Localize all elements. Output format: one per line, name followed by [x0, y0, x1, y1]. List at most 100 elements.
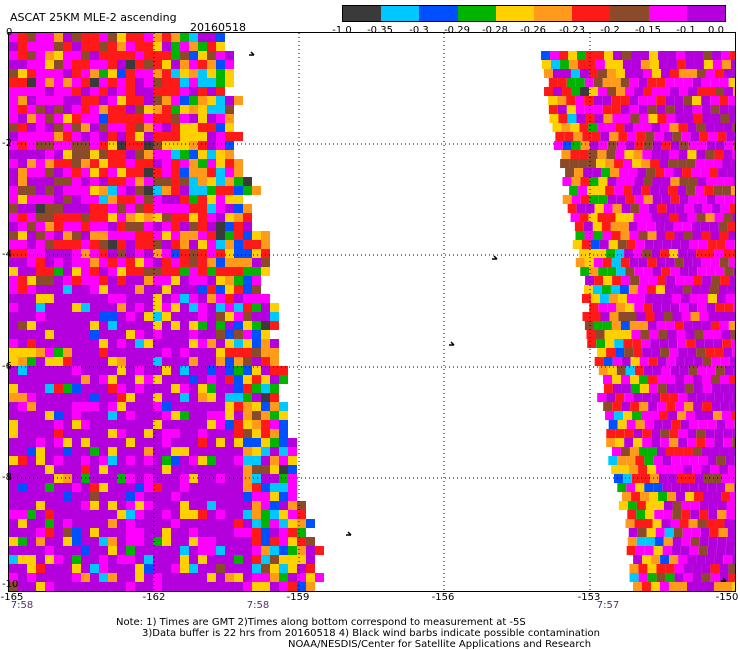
swath-cell [162, 582, 171, 591]
swath-cell [683, 465, 693, 474]
swath-cell [675, 402, 685, 411]
swath-cell [162, 204, 171, 213]
swath-cell [605, 339, 615, 348]
swath-cell [36, 564, 45, 573]
swath-cell [567, 204, 577, 213]
swath-cell [189, 384, 198, 393]
swath-cell [207, 123, 216, 132]
swath-cell [252, 276, 261, 285]
swath-cell [690, 510, 700, 519]
swath-cell [27, 87, 36, 96]
swath-cell [708, 132, 718, 141]
swath-cell [234, 96, 243, 105]
swath-cell [90, 357, 99, 366]
swath-cell [207, 231, 216, 240]
swath-cell [730, 51, 735, 60]
swath-cell [652, 267, 662, 276]
swath-cell [90, 312, 99, 321]
swath-cell [624, 69, 634, 78]
swath-cell [661, 177, 671, 186]
note-line-2: 3)Data buffer is 22 hrs from 20160518 4)… [142, 628, 600, 639]
swath-cell [99, 123, 108, 132]
swath-cell [99, 276, 108, 285]
swath-cell [180, 267, 189, 276]
swath-cell [162, 222, 171, 231]
swath-cell [162, 384, 171, 393]
swath-cell [674, 258, 684, 267]
swath-cell [144, 141, 153, 150]
swath-cell [225, 96, 234, 105]
swath-cell [270, 519, 279, 528]
swath-cell [548, 105, 558, 114]
swath-cell [189, 483, 198, 492]
swath-cell [606, 123, 616, 132]
note-line-1: Note: 1) Times are GMT 2)Times along bot… [116, 617, 526, 628]
swath-cell [99, 33, 108, 42]
swath-cell [580, 87, 590, 96]
swath-cell [252, 420, 261, 429]
swath-cell [705, 249, 715, 258]
swath-cell [153, 483, 162, 492]
swath-cell [162, 159, 171, 168]
swath-cell [690, 312, 700, 321]
swath-cell [699, 537, 709, 546]
swath-cell [710, 573, 720, 582]
swath-cell [683, 258, 693, 267]
swath-cell [126, 258, 135, 267]
swath-cell [36, 555, 45, 564]
swath-cell [707, 456, 717, 465]
swath-cell [634, 177, 644, 186]
swath-cell [153, 528, 162, 537]
swath-cell [707, 240, 717, 249]
swath-cell [723, 438, 733, 447]
swath-cell [724, 177, 734, 186]
swath-cell [666, 384, 676, 393]
swath-cell [162, 393, 171, 402]
swath-cell [279, 564, 288, 573]
swath-cell [171, 411, 180, 420]
swath-cell [207, 366, 216, 375]
swath-cell [117, 321, 126, 330]
swath-cell [614, 339, 624, 348]
swath-cell [660, 213, 670, 222]
swath-cell [620, 105, 630, 114]
swath-cell [614, 159, 624, 168]
swath-cell [126, 240, 135, 249]
swath-cell [18, 78, 27, 87]
swath-cell [660, 348, 670, 357]
swath-cell [171, 168, 180, 177]
swath-cell [261, 393, 270, 402]
swath-cell [683, 447, 693, 456]
swath-cell [689, 420, 699, 429]
swath-cell [45, 132, 54, 141]
swath-cell [45, 96, 54, 105]
swath-cell [589, 195, 599, 204]
swath-cell [585, 204, 595, 213]
swath-cell [261, 294, 270, 303]
swath-cell [653, 546, 663, 555]
swath-cell [297, 519, 306, 528]
swath-cell [171, 393, 180, 402]
swath-cell [207, 528, 216, 537]
swath-cell [54, 60, 63, 69]
swath-cell [144, 555, 153, 564]
swath-cell [180, 528, 189, 537]
swath-cell [711, 357, 721, 366]
swath-cell [126, 348, 135, 357]
swath-cell [552, 123, 562, 132]
swath-cell [225, 186, 234, 195]
swath-cell [583, 285, 593, 294]
swath-cell [9, 231, 18, 240]
swath-cell [126, 186, 135, 195]
swath-cell [655, 168, 665, 177]
swath-cell [261, 258, 270, 267]
swath-cell [126, 150, 135, 159]
swath-cell [671, 420, 681, 429]
swath-cell [135, 33, 144, 42]
swath-cell [667, 492, 677, 501]
swath-cell [144, 447, 153, 456]
swath-cell [632, 159, 642, 168]
swath-cell [126, 195, 135, 204]
swath-cell [207, 132, 216, 141]
swath-cell [18, 285, 27, 294]
